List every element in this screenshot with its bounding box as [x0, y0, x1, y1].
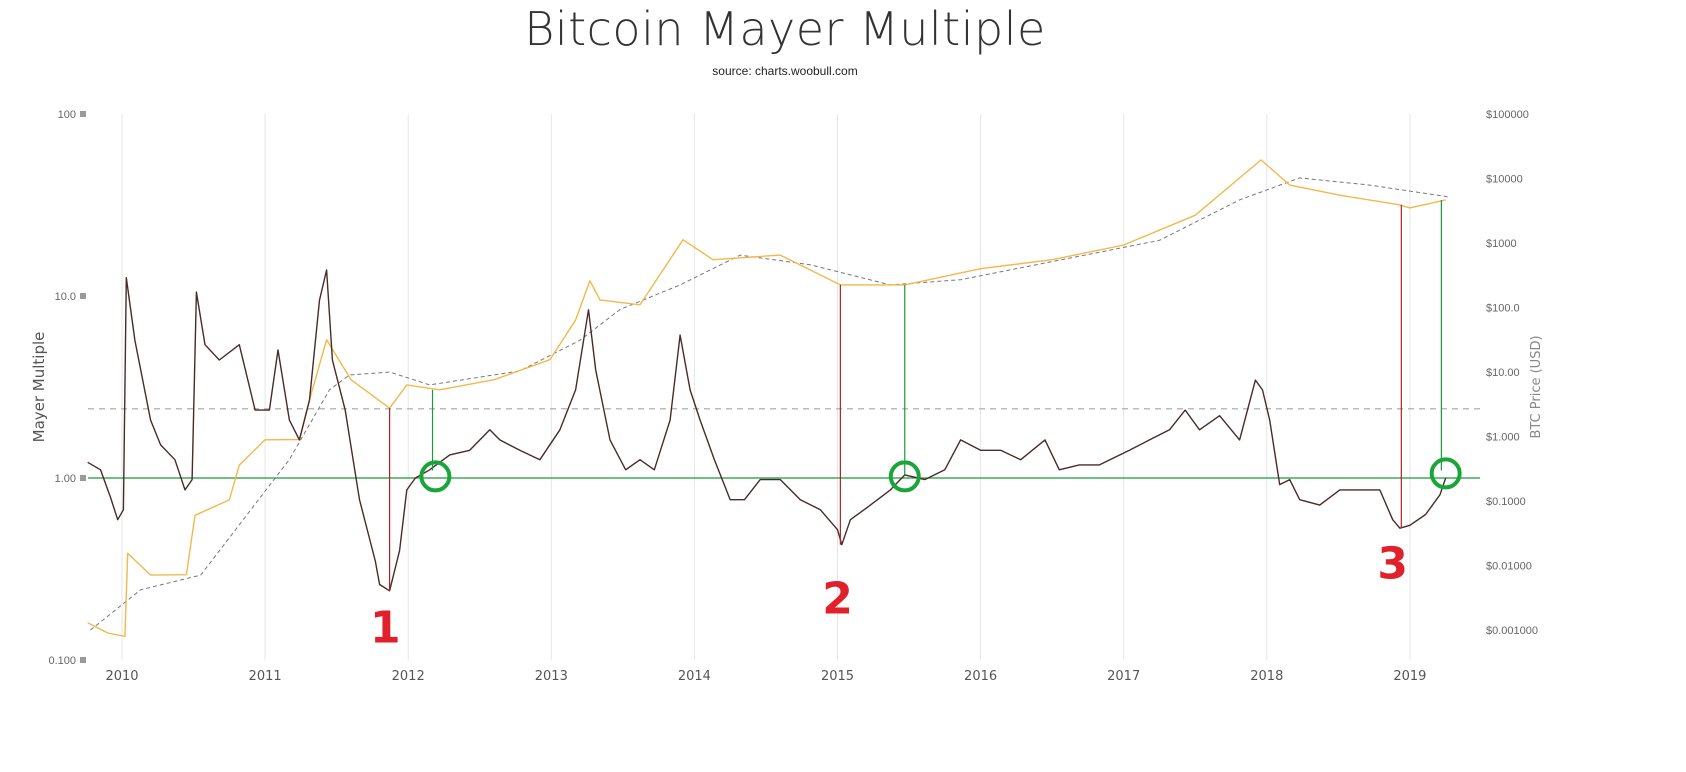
- y2-tick-label: $1000: [1486, 238, 1517, 250]
- y2-tick-label: $100000: [1486, 109, 1529, 121]
- x-tick-label: 2013: [535, 669, 568, 684]
- x-tick-label: 2019: [1393, 669, 1426, 684]
- x-tick-label: 2011: [249, 669, 282, 684]
- y2-tick-label: $10.00: [1486, 367, 1520, 379]
- series-line-mayer: [87, 269, 1447, 592]
- chart-title: Bitcoin Mayer Multiple: [524, 2, 1046, 56]
- y-tick-label: 1.00: [55, 473, 76, 485]
- x-tick-label: 2014: [678, 669, 711, 684]
- y2-tick-label: $10000: [1486, 174, 1523, 186]
- chart-subtitle: source: charts.woobull.com: [712, 64, 858, 78]
- x-tick-label: 2018: [1250, 669, 1283, 684]
- series-line-price: [87, 159, 1446, 637]
- y-tick-label: 0.100: [48, 655, 76, 667]
- annotation-circle: [419, 460, 452, 493]
- x-tick-label: 2016: [964, 669, 997, 684]
- x-tick-label: 2010: [105, 669, 138, 684]
- annotation-label-1: 1: [370, 602, 401, 653]
- y2-tick-label: $100.0: [1486, 303, 1520, 315]
- y2-axis-label: BTC Price (USD): [1529, 335, 1544, 438]
- annotation-circle: [888, 460, 921, 493]
- y-tick-label: 100: [58, 109, 76, 121]
- y-tick-marker: [80, 657, 86, 663]
- x-tick-label: 2015: [821, 669, 854, 684]
- y-axis-label: Mayer Multiple: [30, 332, 48, 443]
- y-tick-marker: [80, 475, 86, 481]
- y-tick-label: 10.0: [55, 291, 76, 303]
- x-tick-label: 2012: [392, 669, 425, 684]
- y-tick-marker: [80, 293, 86, 299]
- series-line-ma200: [90, 177, 1451, 631]
- y2-tick-label: $0.1000: [1486, 496, 1526, 508]
- annotation-label-3: 3: [1377, 539, 1408, 590]
- y-tick-marker: [80, 111, 86, 117]
- y2-tick-label: $1.000: [1486, 432, 1520, 444]
- y2-tick-label: $0.001000: [1486, 625, 1538, 637]
- annotation-circle: [1429, 457, 1462, 490]
- y2-tick-label: $0.01000: [1486, 561, 1532, 573]
- annotation-label-2: 2: [822, 574, 853, 625]
- x-tick-label: 2017: [1107, 669, 1140, 684]
